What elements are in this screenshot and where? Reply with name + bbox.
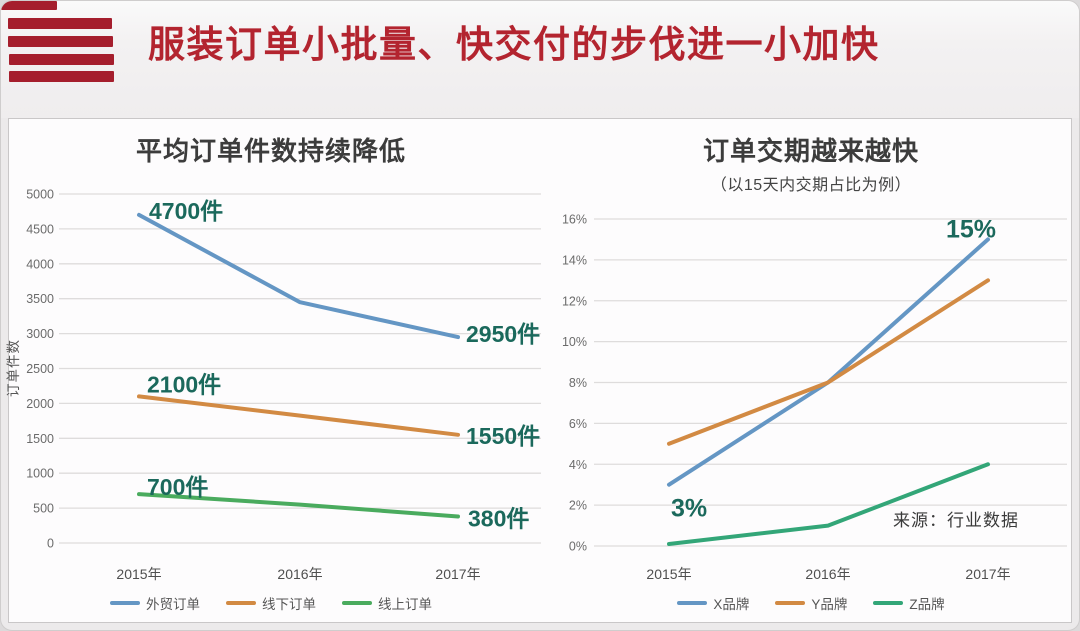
source-note: 来源：行业数据 [893,511,1019,530]
chart-title: 订单交期越来越快 [702,136,919,166]
x-tick-label: 2016年 [805,566,850,582]
x-tick-label: 2017年 [965,566,1010,582]
series-line-线下订单 [137,394,460,437]
series-line-Z品牌 [667,462,990,546]
legend-line-swatch-icon [226,601,256,605]
y-tick-label: 12% [562,294,587,308]
y-tick-label: 3500 [26,292,54,306]
y-tick-label: 10% [562,335,587,349]
legend-label: 线上订单 [378,597,432,612]
y-tick-label: 2000 [26,397,54,411]
legend-item: Z品牌 [873,593,945,613]
y-axis-title: 订单件数 [6,339,21,397]
series-line-Y品牌 [667,278,990,446]
y-tick-label: 4500 [26,222,54,236]
x-tick-label: 2016年 [277,566,322,582]
red-stripes-logo-icon [1,1,121,93]
legend-line-swatch-icon [342,601,372,605]
legend-item: 外贸订单 [110,593,200,613]
data-label: 4700件 [149,198,223,224]
y-tick-label: 0% [569,540,587,554]
y-tick-label: 14% [562,253,587,267]
legend: X品牌 Y品牌 Z品牌 [541,591,1079,615]
page-title: 服装订单小批量、快交付的步伐进一小加快 [148,24,880,65]
legend-line-swatch-icon [775,601,806,605]
y-tick-label: 0 [47,537,54,551]
legend-label: 外贸订单 [146,597,200,612]
y-tick-label: 3000 [26,327,54,341]
right-line-chart: 16% 14% 12% 10% 8% 6% 4% 2% 0% 2015年 2016年 2017年 3% 1… [562,213,1067,582]
legend-line-swatch-icon [873,601,904,605]
logo-stripe [9,71,114,82]
series-line-线上订单 [137,492,460,519]
legend-item: X品牌 [677,593,749,613]
logo-stripe [9,54,114,65]
legend-item: Y品牌 [775,593,847,613]
y-tick-label: 1000 [26,467,54,481]
series-line-外贸订单 [137,212,460,340]
y-tick-label: 4000 [26,257,54,271]
header: 服装订单小批量、快交付的步伐进一小加快 [1,1,1079,118]
legend-item: 线上订单 [342,593,432,613]
y-tick-label: 2500 [26,362,54,376]
y-tick-label: 5000 [26,188,54,202]
y-tick-label: 4% [569,458,587,472]
legend-line-swatch-icon [110,601,140,605]
chart-average-order-size: 平均订单件数持续降低 订单件数 5000 4500 4000 3500 3000 2500… [1,121,541,623]
legend-label: Y品牌 [811,597,848,612]
data-label: 3% [671,495,707,523]
logo-stripe [8,36,113,47]
charts-panel [8,118,1072,623]
data-label: 700件 [147,474,208,500]
data-label: 1550件 [466,423,540,449]
x-tick-label: 2015年 [116,566,161,582]
chart-delivery-speed: 订单交期越来越快 （以15天内交期占比为例） 16% 14% 12% 10% 8% 6% 4… [541,121,1079,623]
data-label: 15% [946,215,996,243]
x-tick-label: 2017年 [435,566,480,582]
chart-subtitle: （以15天内交期占比为例） [710,177,912,194]
legend-label: 线下订单 [262,597,316,612]
y-tick-label: 2% [569,499,587,513]
legend-line-swatch-icon [677,601,708,605]
logo-stripe [1,1,57,10]
left-line-chart: 订单件数 50004500400035003000250020001500100… [6,188,541,582]
chart-title: 平均订单件数持续降低 [135,136,406,166]
legend-label: X品牌 [713,597,750,612]
logo-stripe [8,18,112,29]
y-tick-label: 8% [569,376,587,390]
y-tick-label: 16% [562,213,587,227]
data-label: 2100件 [147,371,221,397]
data-label: 380件 [468,505,529,531]
series-line-X品牌 [667,237,990,487]
legend: 外贸订单 线下订单 线上订单 [1,591,587,615]
y-tick-label: 1500 [26,432,54,446]
legend-label: Z品牌 [909,597,945,612]
data-label: 2950件 [466,321,540,347]
legend-item: 线下订单 [226,593,316,613]
y-tick-label: 500 [33,502,54,516]
y-tick-label: 6% [569,417,587,431]
x-tick-label: 2015年 [646,566,691,582]
